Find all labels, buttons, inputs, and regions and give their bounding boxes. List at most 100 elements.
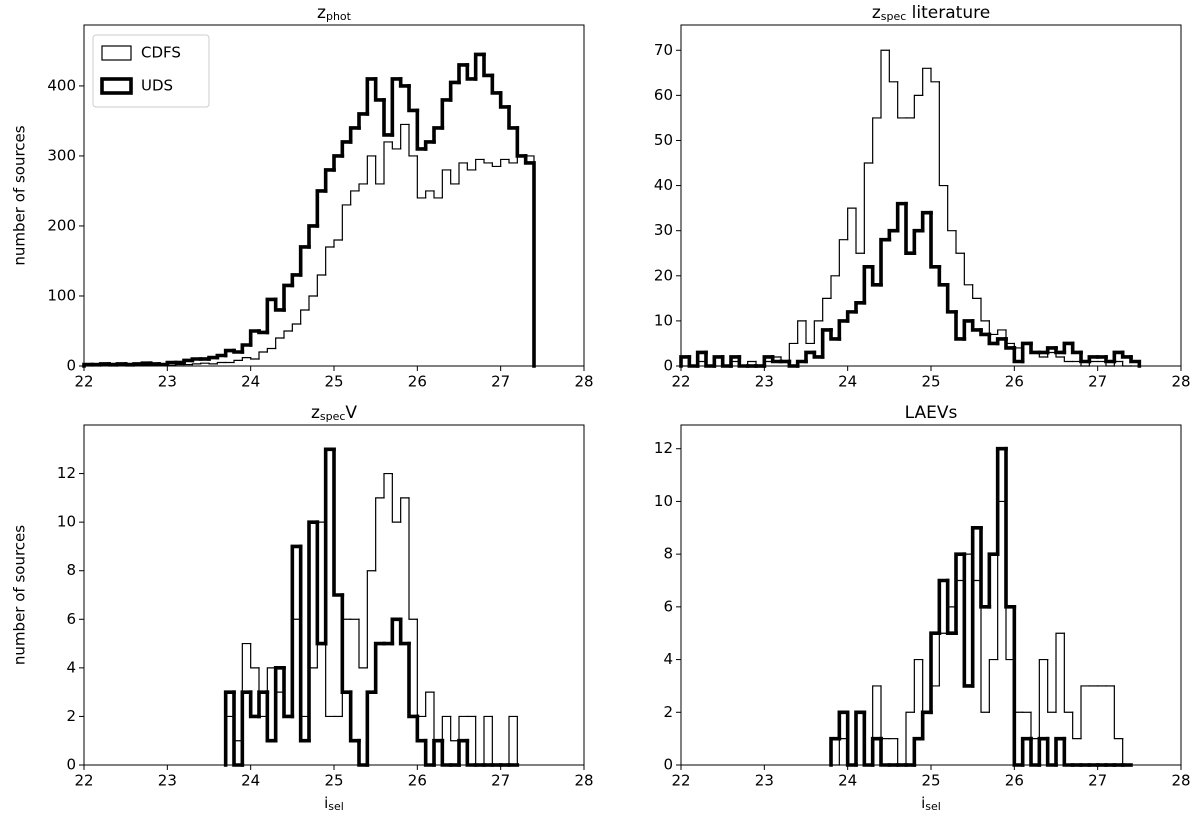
histogram-step	[491, 715, 502, 766]
histogram-step	[970, 319, 983, 332]
histogram-step	[1079, 350, 1092, 364]
histogram-step	[979, 328, 992, 337]
histogram-step	[822, 297, 832, 322]
histogram-step	[232, 348, 245, 354]
histogram-step	[316, 274, 327, 297]
histogram-step	[273, 666, 286, 743]
x-tick-label: 25	[921, 373, 940, 391]
histogram-step	[1120, 350, 1133, 359]
histogram-step	[1030, 711, 1040, 740]
histogram-step	[482, 52, 495, 78]
histogram-step	[191, 363, 202, 366]
histogram-step	[845, 310, 858, 323]
histogram-step	[995, 446, 1008, 556]
histogram-step	[904, 201, 917, 256]
histogram-step	[938, 81, 949, 187]
x-tick-label: 24	[241, 373, 260, 391]
y-tick-label: 50	[654, 131, 673, 149]
histogram-step	[257, 329, 270, 335]
histogram-step	[433, 190, 443, 199]
histogram-step	[879, 736, 892, 767]
histogram-step	[1020, 341, 1033, 364]
y-tick-label: 0	[663, 756, 673, 774]
histogram-step	[500, 158, 510, 168]
x-tick-label: 22	[74, 373, 93, 391]
histogram-step	[265, 297, 278, 335]
histogram-step	[1004, 337, 1017, 350]
histogram-step	[879, 237, 892, 287]
x-tick-label: 26	[408, 373, 427, 391]
histogram-step	[938, 632, 949, 687]
histogram-step	[880, 49, 890, 119]
histogram-step	[140, 361, 153, 366]
histogram-step	[391, 472, 402, 523]
histogram-step	[207, 355, 220, 361]
histogram-step	[248, 329, 261, 347]
histogram-step	[995, 337, 1008, 346]
histogram-step	[830, 275, 840, 299]
y-tick-label: 4	[66, 658, 76, 676]
histogram-step	[788, 342, 799, 363]
histogram-step	[1054, 346, 1067, 355]
y-tick-label: 8	[66, 561, 76, 579]
x-axis-label-part: sel	[328, 800, 344, 813]
histogram-step	[323, 168, 336, 193]
histogram-step	[905, 711, 915, 766]
y-tick-label: 10	[654, 311, 673, 329]
histogram-step	[854, 710, 867, 767]
histogram-step	[366, 155, 377, 185]
x-tick-label: 23	[158, 373, 177, 391]
chart-title-part: z	[311, 403, 320, 423]
histogram-step	[448, 80, 461, 102]
histogram-step	[962, 319, 975, 341]
y-tick-label: 30	[654, 221, 673, 239]
histogram-step	[358, 183, 368, 192]
histogram-step	[887, 228, 900, 242]
histogram-step	[375, 155, 385, 185]
histogram-step	[441, 715, 452, 742]
histogram-step	[283, 330, 293, 339]
histogram-step	[340, 140, 353, 158]
histogram-step	[523, 154, 536, 368]
x-tick-label: 23	[158, 772, 177, 790]
x-tick-label: 26	[1005, 772, 1024, 790]
histogram-step	[373, 77, 386, 102]
histogram-step	[332, 447, 345, 597]
histogram-step	[416, 618, 427, 718]
legend: CDFS UDS	[92, 34, 210, 108]
x-axis-label: isel	[324, 794, 344, 814]
histogram-step	[348, 126, 361, 144]
y-tick-label: 100	[47, 286, 76, 304]
histogram-step	[1112, 350, 1125, 364]
histogram-step	[115, 362, 128, 367]
histogram-step	[929, 210, 942, 269]
histogram-step	[1038, 658, 1049, 740]
y-tick-label: 300	[47, 146, 76, 164]
y-tick-label: 2	[663, 703, 673, 721]
histogram-step	[490, 73, 503, 95]
histogram-step	[795, 359, 808, 368]
histogram-step	[895, 201, 908, 233]
histogram-step	[507, 105, 520, 130]
histogram-step	[223, 348, 236, 358]
histogram-step	[945, 578, 958, 636]
chart-title: zspec literature	[872, 3, 990, 23]
histogram-step	[870, 736, 883, 767]
histogram-step	[770, 355, 783, 364]
histogram-step	[1063, 632, 1074, 713]
histogram-step	[804, 350, 817, 364]
histogram-step	[897, 738, 907, 766]
histogram-step	[997, 329, 1007, 336]
x-tick-label: 28	[1171, 772, 1190, 790]
x-tick-label: 26	[1005, 373, 1024, 391]
histogram-step	[257, 690, 270, 719]
chart-title-part: z	[317, 3, 326, 23]
histogram-step	[980, 579, 990, 713]
x-tick-label: 26	[408, 772, 427, 790]
histogram-step	[483, 715, 493, 766]
histogram-step	[398, 77, 411, 88]
histogram-step	[358, 618, 368, 669]
histogram-step	[1047, 658, 1057, 713]
chart-title: LAEVs	[905, 403, 958, 423]
